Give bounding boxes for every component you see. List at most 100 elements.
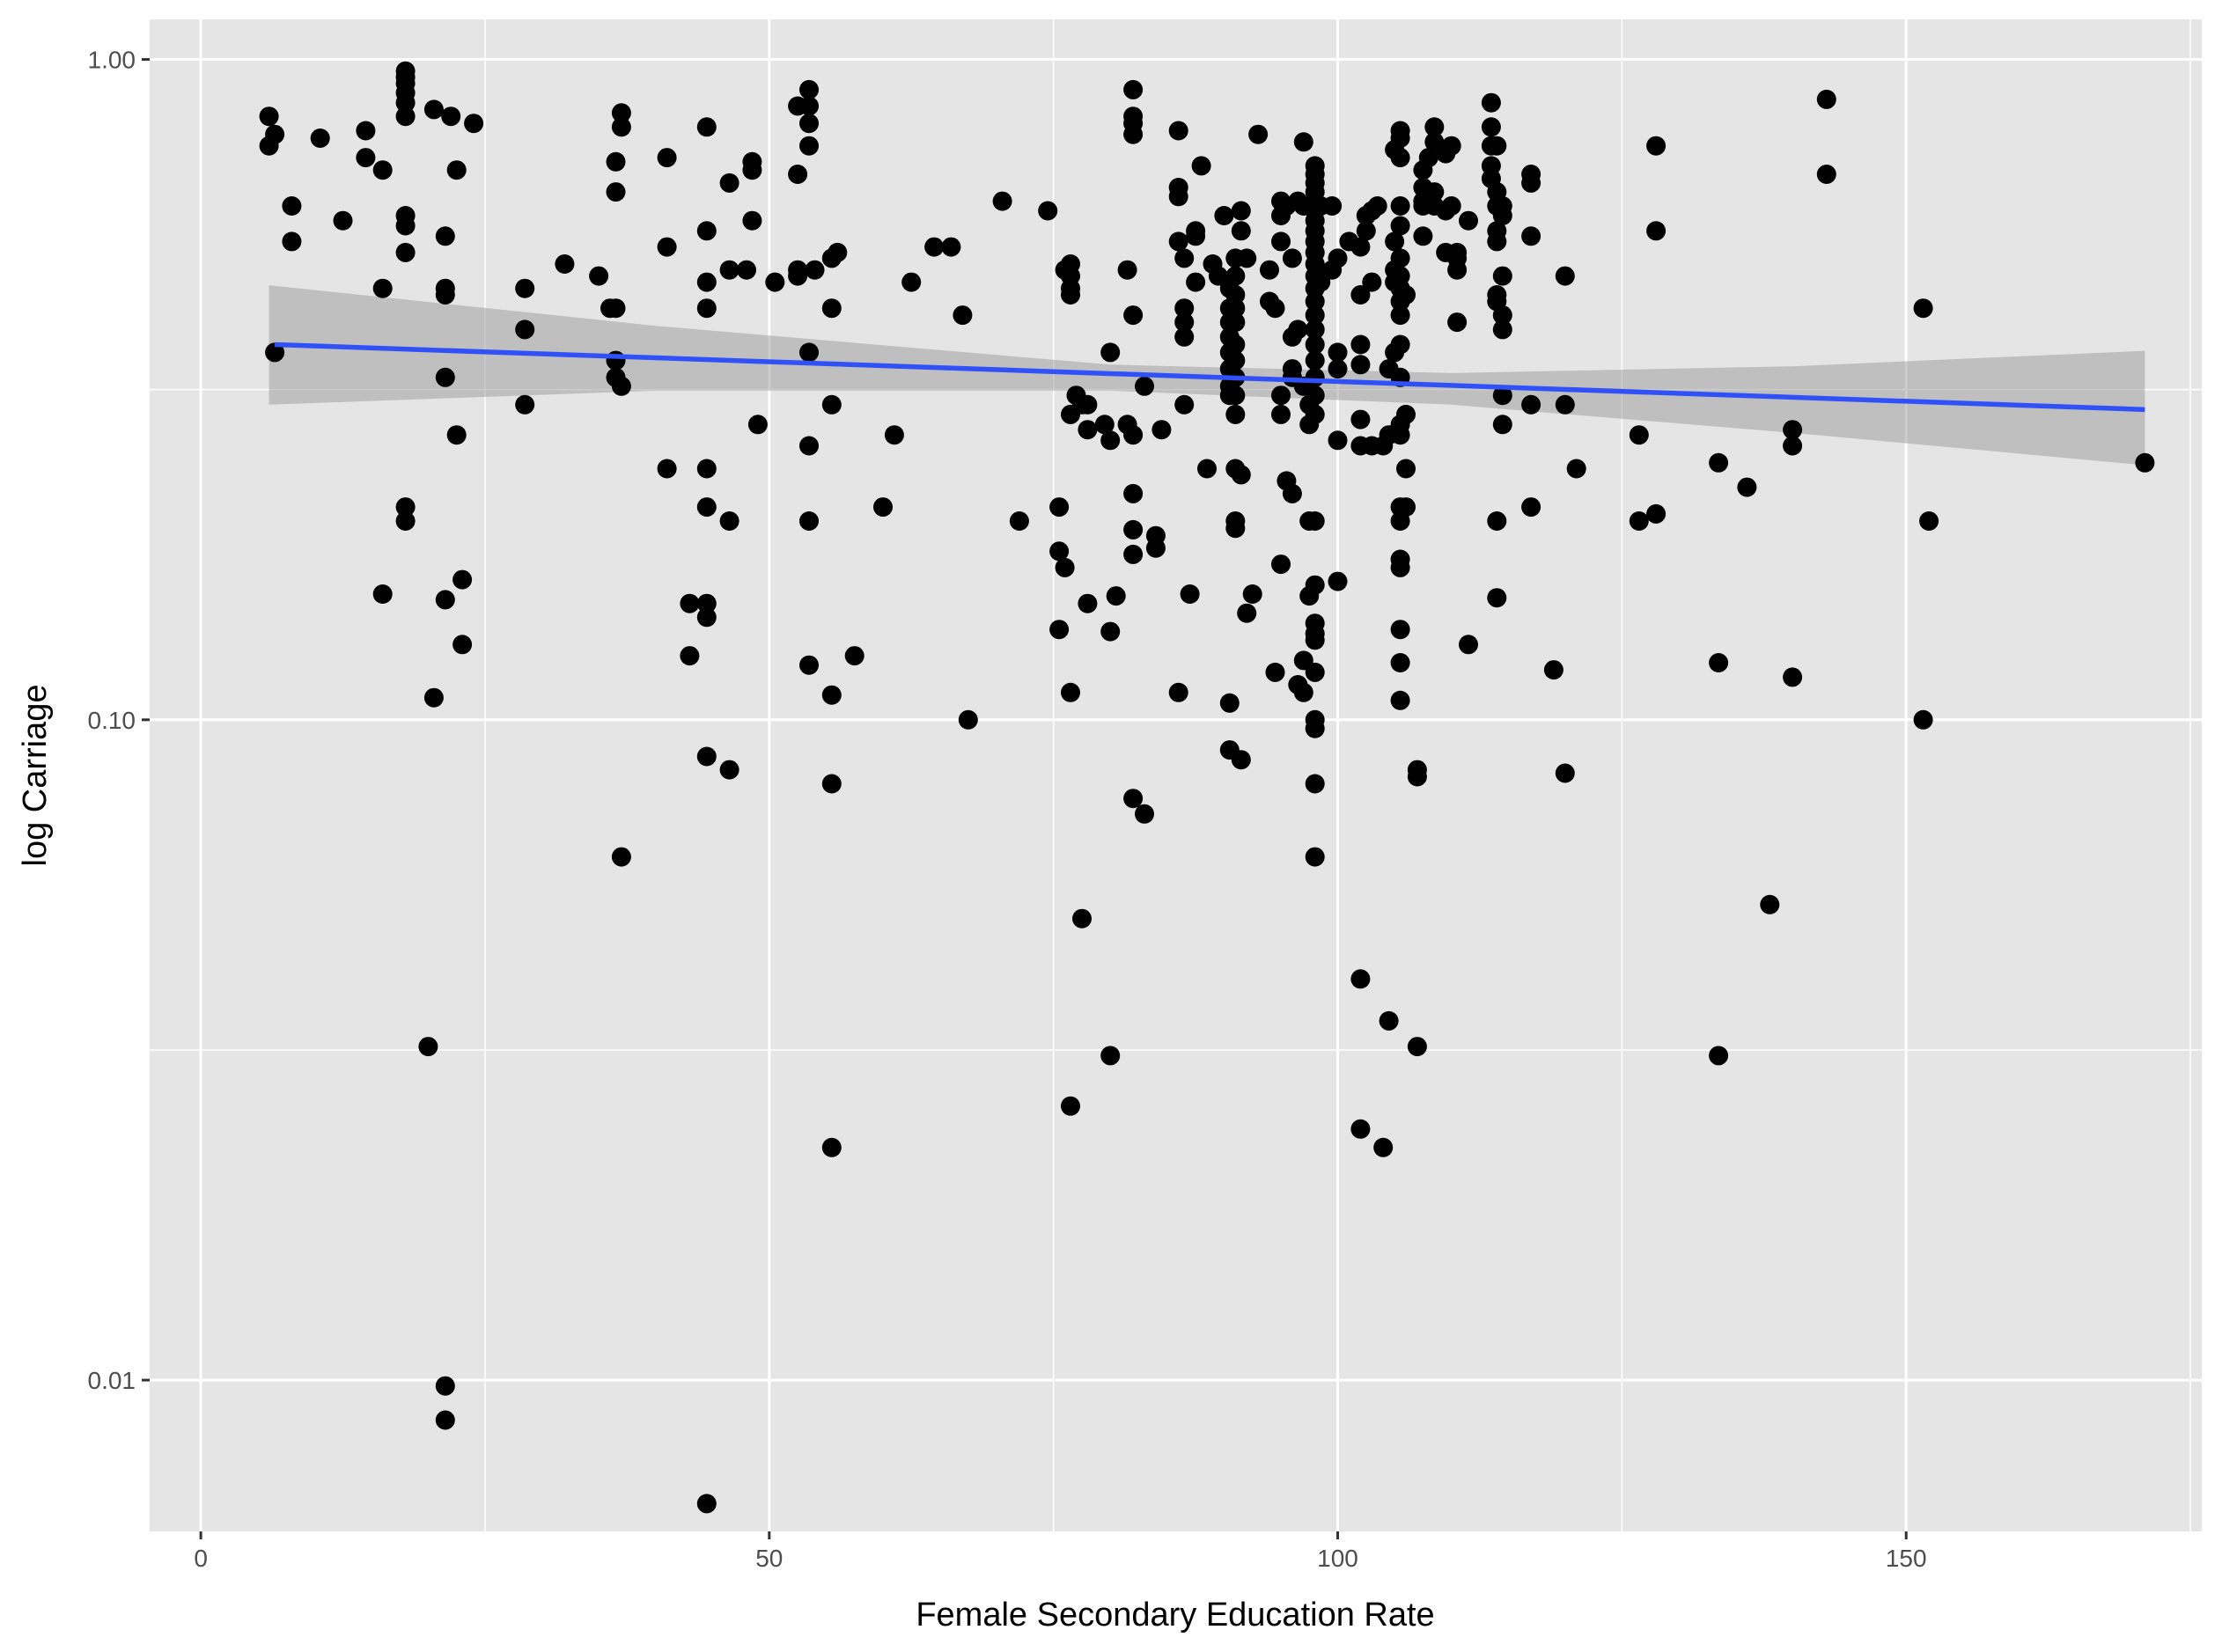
data-point [1396, 285, 1416, 305]
data-point [657, 148, 677, 168]
data-point [1328, 430, 1348, 451]
data-point [1271, 554, 1291, 575]
data-point [611, 117, 631, 137]
data-point [1709, 1046, 1729, 1066]
data-point [1459, 210, 1478, 231]
data-point [611, 847, 631, 867]
data-point [992, 191, 1012, 211]
data-point [958, 709, 978, 730]
data-point [924, 237, 945, 257]
data-point [1555, 266, 1575, 286]
data-point [1197, 459, 1217, 479]
data-point [1305, 662, 1325, 682]
data-point [1100, 342, 1121, 363]
data-point [1225, 312, 1246, 333]
data-point [1646, 136, 1666, 156]
data-point [1305, 385, 1325, 406]
data-point [1282, 483, 1302, 503]
data-point [941, 237, 961, 257]
data-point [1237, 603, 1257, 623]
data-point [435, 285, 455, 305]
data-point [1265, 662, 1285, 682]
data-point [1328, 248, 1348, 268]
data-point [1390, 148, 1410, 168]
data-point [1049, 541, 1070, 562]
data-point [1208, 266, 1228, 286]
data-point [788, 266, 808, 286]
panel-background [150, 19, 2202, 1531]
data-point [696, 298, 717, 319]
data-point [1168, 121, 1188, 141]
data-point [799, 96, 819, 116]
data-point [1487, 511, 1507, 531]
data-point [1288, 319, 1308, 340]
data-point [1225, 334, 1246, 355]
data-point [1305, 575, 1325, 595]
data-point [1305, 630, 1325, 650]
data-point [1305, 774, 1325, 794]
data-point [799, 79, 819, 99]
data-point [1305, 334, 1325, 355]
data-point [799, 136, 819, 156]
data-point [1350, 237, 1371, 257]
data-point [1919, 511, 1939, 531]
data-point [356, 121, 376, 141]
data-point [1094, 415, 1115, 435]
data-point [1447, 312, 1468, 333]
data-point [2135, 452, 2155, 473]
data-point [1816, 89, 1836, 109]
data-point [1219, 693, 1240, 713]
data-point [742, 210, 762, 231]
data-point [515, 319, 535, 340]
data-point [606, 350, 626, 371]
x-tick-label: 150 [1886, 1545, 1927, 1572]
points-layer [259, 61, 2155, 1514]
data-point [1293, 682, 1313, 702]
data-point [696, 746, 717, 767]
data-point [1487, 588, 1507, 608]
data-point [1248, 124, 1269, 144]
data-point [265, 342, 285, 363]
data-point [1646, 221, 1666, 241]
data-point [1145, 525, 1166, 546]
data-point [821, 685, 842, 705]
data-point [1396, 497, 1416, 518]
data-point [1521, 497, 1541, 518]
data-point [1328, 571, 1348, 591]
data-point [821, 394, 842, 415]
data-point [1055, 557, 1075, 577]
data-point [435, 1376, 455, 1396]
data-point [1100, 621, 1121, 642]
data-point [1305, 404, 1325, 424]
data-point [1225, 266, 1246, 286]
data-point [395, 216, 416, 236]
data-point [1225, 385, 1246, 406]
data-point [805, 260, 825, 280]
data-point [696, 607, 717, 628]
data-point [1362, 272, 1382, 292]
data-point [1441, 136, 1461, 156]
data-point [1106, 586, 1126, 606]
data-point [884, 425, 904, 445]
data-point [282, 231, 302, 252]
data-point [828, 242, 848, 262]
data-point [1356, 221, 1376, 241]
data-point [1100, 430, 1121, 451]
x-axis: 0 50 100 150 [194, 1531, 1927, 1572]
data-point [1174, 394, 1195, 415]
data-point [1061, 682, 1080, 702]
data-point [265, 124, 285, 144]
data-point [1350, 355, 1371, 375]
data-point [1629, 425, 1649, 445]
data-point [799, 342, 819, 363]
data-point [1390, 305, 1410, 326]
data-point [1407, 1037, 1427, 1057]
data-point [395, 511, 416, 531]
data-point [1492, 206, 1512, 225]
data-point [1242, 584, 1262, 604]
trend-line-layer [274, 341, 2145, 413]
data-point [1123, 305, 1144, 326]
data-point [696, 593, 717, 613]
data-point [742, 151, 762, 172]
